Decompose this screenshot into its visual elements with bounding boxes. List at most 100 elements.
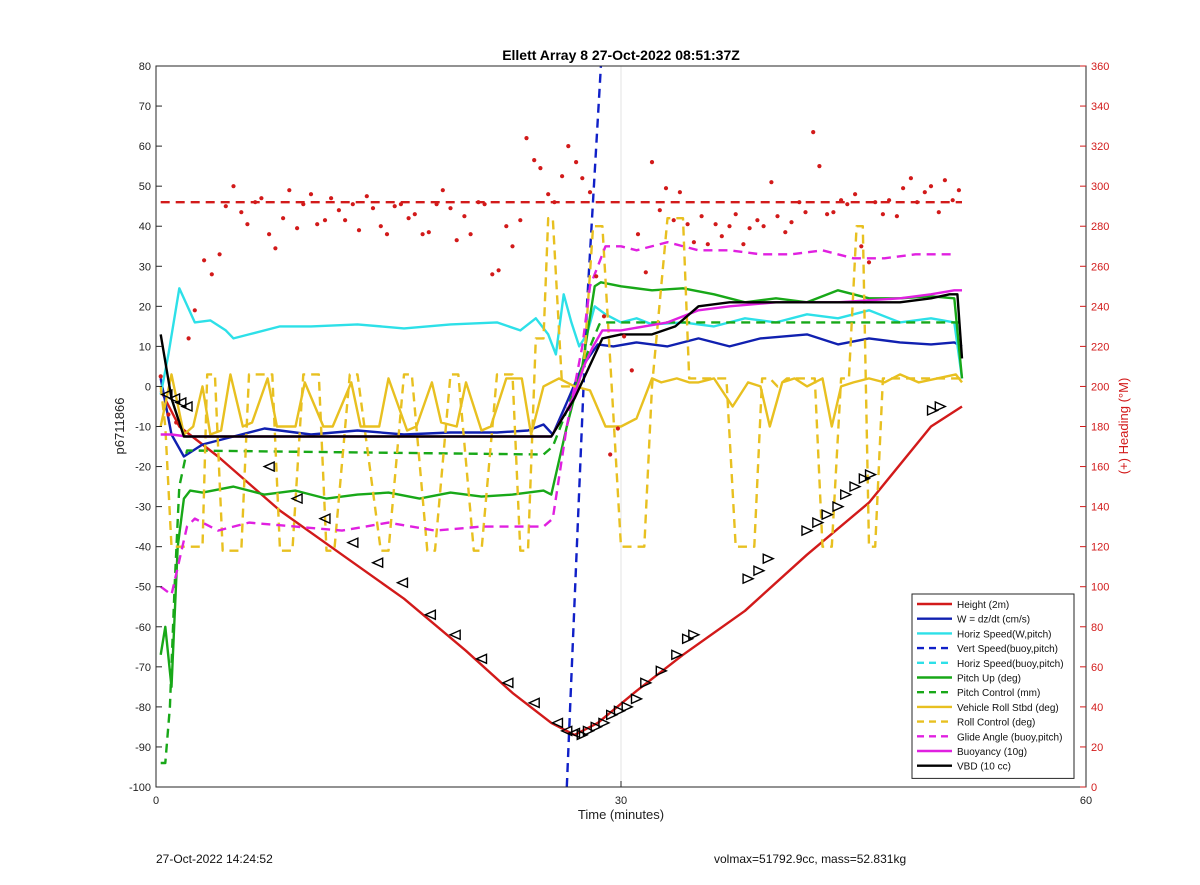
legend-label-w: W = dz/dt (cm/s) [957,615,1030,626]
heading-point [587,190,593,195]
heading-point [440,188,445,193]
height-marker [474,653,488,665]
height-marker [598,717,611,729]
y2-tick-label: 300 [1091,181,1109,193]
heading-point [186,336,191,341]
heading-point [811,130,816,135]
y-tick-label: -60 [135,622,151,634]
heading-point [267,232,272,237]
height-marker [167,392,181,405]
height-marker [582,725,596,737]
heading-point [538,166,543,171]
height-marker [681,633,695,645]
heading-point [950,198,955,203]
heading-point [370,206,376,211]
heading-point [378,224,383,229]
height-marker [346,537,359,549]
heading-point [192,308,197,313]
heading-point [691,240,697,245]
heading-point [574,160,579,165]
height-marker [423,609,437,621]
heading-point [496,268,501,273]
heading-point [209,272,214,277]
heading-point [747,226,752,231]
heading-point [420,232,425,237]
heading-point [384,232,390,237]
series-roll [159,373,963,436]
heading-point [705,242,710,247]
legend-label-vbd: VBD (10 cc) [957,762,1011,773]
height-markers [160,388,948,741]
height-marker [753,565,766,577]
heading-point [922,190,927,195]
legend-box [911,593,1075,779]
height-marker [262,460,275,473]
heading-point [510,244,515,249]
heading-point [174,420,179,425]
y2-tick-label: 20 [1091,742,1103,754]
heading-point [733,212,738,217]
footer-volmax-mass: volmax=51792.9cc, mass=52.831kg [714,852,907,866]
heading-point [663,186,669,191]
height-marker [832,501,845,513]
x-tick-label: 0 [153,795,159,807]
y-tick-label: 50 [139,181,151,193]
heading-point [223,204,228,209]
y2-tick-label: 340 [1091,101,1109,113]
heading-point [880,212,886,217]
heading-point [482,202,487,207]
heading-point [532,158,537,163]
heading-point [797,200,802,205]
heading-point [546,192,551,197]
heading-point [468,232,473,237]
heading-point [845,202,850,207]
heading-point [454,238,459,243]
height-marker [550,717,564,729]
height-marker [370,557,384,569]
heading-point [239,210,244,215]
x-axis-label: Time (minutes) [578,807,664,822]
legend-label-roll: Vehicle Roll Stbd (deg) [957,703,1059,714]
height-marker [395,577,409,589]
heading-point [601,314,607,319]
height-marker [671,649,684,661]
height-marker [801,525,814,537]
y-tick-label: 40 [139,221,151,233]
heading-point [462,214,467,219]
y-tick-label: -20 [135,462,151,474]
y2-tick-label: 180 [1091,422,1109,434]
x-tick-label: 30 [615,795,627,807]
legend-label-pitch: Pitch Up (deg) [957,674,1021,685]
height-marker [630,693,644,705]
series-horiz_speed [159,287,964,395]
height-marker [174,396,187,409]
height-marker [655,665,669,677]
heading-point [552,200,557,205]
chart-title: Ellett Array 8 27-Oct-2022 08:51:37Z [502,47,740,63]
y-tick-label: -90 [135,742,151,754]
y-axis-label: p6711866 [112,398,127,455]
legend-label-glide: Glide Angle (buoy,pitch) [957,732,1062,743]
height-marker [448,629,461,641]
heading-point [476,200,481,205]
heading-point [942,178,948,183]
heading-point [322,218,328,223]
y2-tick-label: 200 [1091,381,1109,393]
heading-point [635,232,641,237]
height-marker [160,388,173,401]
heading-point [677,190,683,195]
legend-label-height: Height (2m) [957,600,1009,611]
y-tick-label: 80 [139,61,151,73]
y2-tick-label: 120 [1091,542,1109,554]
heading-point [853,192,858,197]
y-tick-label: 30 [139,261,151,273]
heading-point [245,222,250,227]
heading-point [894,214,900,219]
heading-point [504,224,509,229]
height-marker [864,468,878,481]
heading-point [281,216,286,221]
heading-point [524,136,529,141]
y2-tick-label: 160 [1091,462,1109,474]
heading-point [622,334,627,339]
heading-point [643,270,648,275]
